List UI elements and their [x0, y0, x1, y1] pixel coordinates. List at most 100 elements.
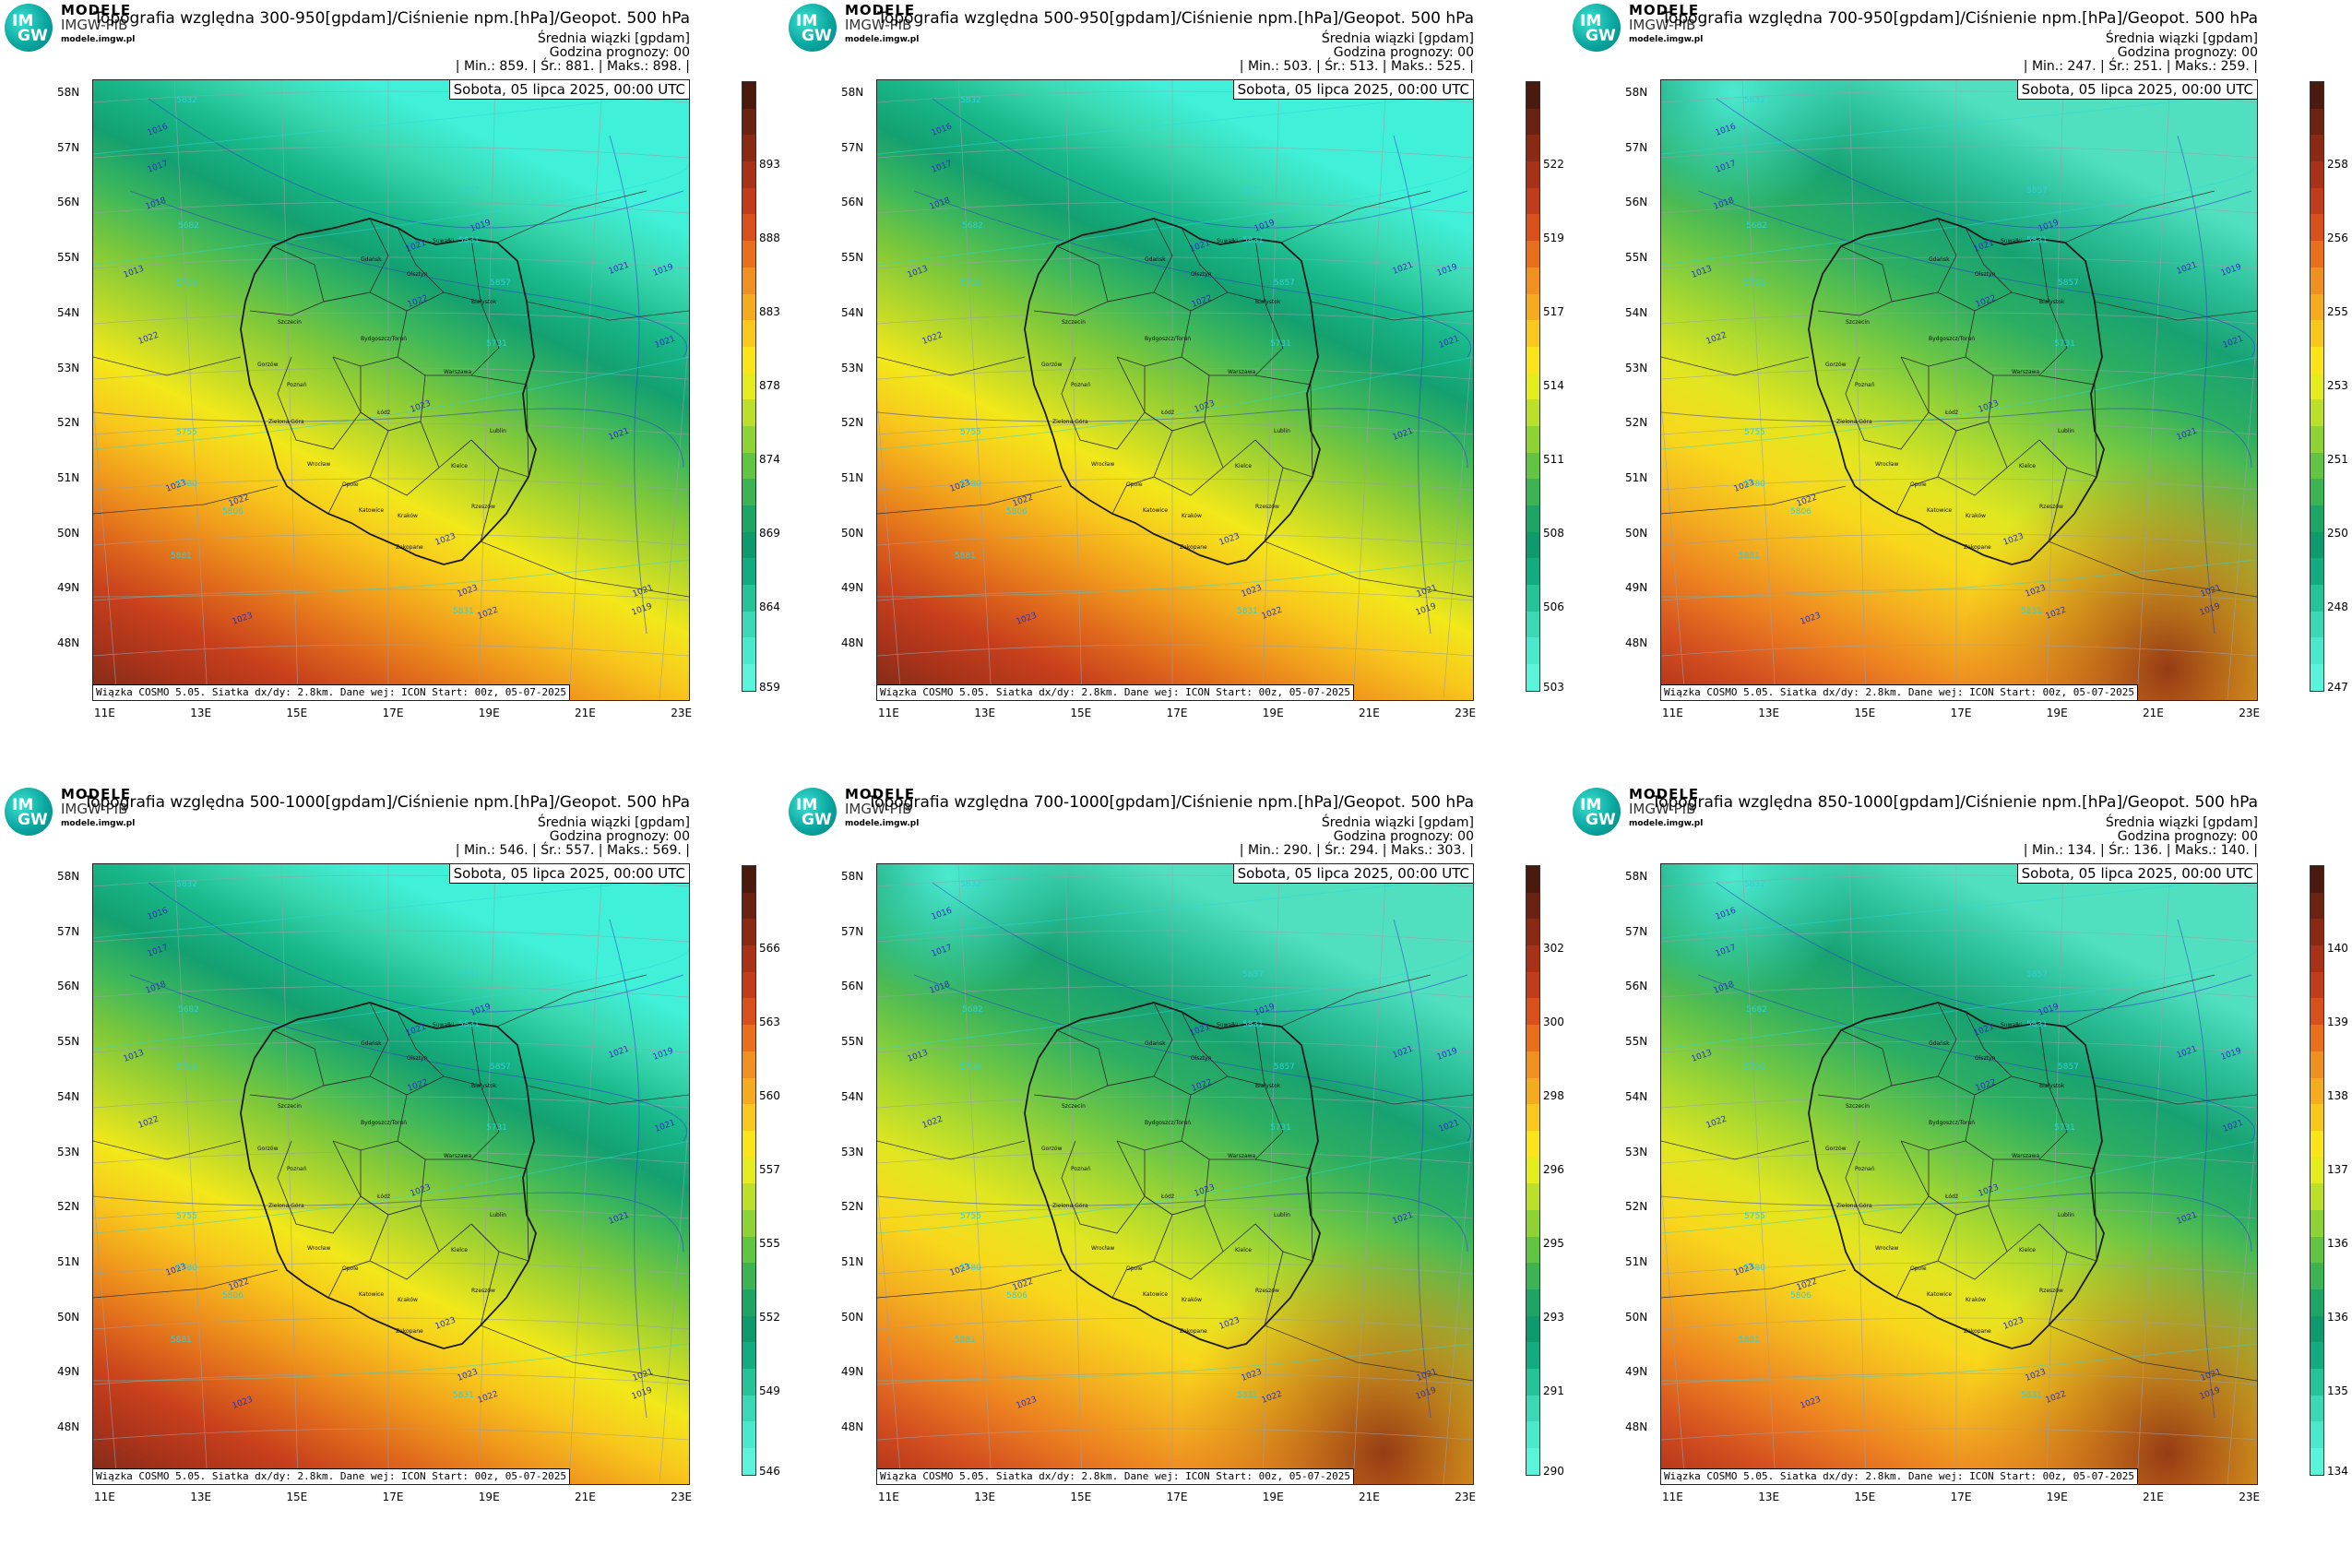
city-label: Kraków	[1966, 1297, 1986, 1303]
colorbar-swatch	[2310, 320, 2323, 347]
longitude-label: 15E	[1854, 707, 1876, 719]
longitude-label: 15E	[1854, 1491, 1876, 1503]
geopotential-label: 5832	[1744, 880, 1765, 889]
longitude-label: 17E	[1950, 707, 1972, 719]
city-label: Zakopane	[396, 544, 423, 551]
geopotential-label: 5857	[1242, 186, 1264, 196]
city-label: Katowice	[1927, 1291, 1952, 1298]
city-label: Olsztyn	[1975, 1055, 1996, 1062]
colorbar-swatch	[1526, 214, 1539, 242]
poland-border	[1808, 1002, 2105, 1349]
colorbar-label: 869	[759, 527, 780, 540]
colorbar-swatch	[2310, 637, 2323, 665]
longitude-label: 11E	[1662, 707, 1683, 719]
longitude-label: 19E	[1262, 707, 1284, 719]
colorbar-swatch	[2310, 866, 2323, 893]
geopotential-label: 5682	[1746, 221, 1767, 231]
colorbar-swatch	[1526, 1130, 1539, 1158]
city-label: Kielce	[1235, 463, 1252, 469]
longitude-label: 21E	[2143, 707, 2164, 719]
colorbar-label: 555	[759, 1237, 780, 1250]
latitude-label: 55N	[1625, 1035, 1648, 1049]
geopotential-label: 5832	[176, 880, 197, 889]
geopotential-label: 5857	[1242, 970, 1264, 980]
model-info: Wiązka COSMO 5.05. Siatka dx/dy: 2.8km. …	[877, 684, 1354, 700]
colorbar-swatch	[742, 945, 755, 972]
geopotential-label: 5831	[453, 1391, 474, 1400]
colorbar-swatch	[2310, 425, 2323, 453]
city-label: Katowice	[359, 1291, 384, 1298]
city-label: Gorzów	[257, 1146, 279, 1152]
panel-title: Topografia względna 850-1000[gpdam]/Ciśn…	[1651, 793, 2258, 812]
city-label: Białystok	[1255, 299, 1281, 305]
colorbar-swatch	[1526, 82, 1539, 109]
colorbar-swatch	[742, 1236, 755, 1264]
colorbar-swatch	[742, 1263, 755, 1289]
city-label: Poznań	[1855, 1166, 1875, 1172]
geopotential-label: 5780	[1744, 1264, 1765, 1273]
longitude-label: 19E	[1262, 1491, 1284, 1503]
longitude-label: 19E	[478, 707, 500, 719]
brand-sub: IMGW-PIB	[845, 17, 912, 33]
colorbar-swatch	[1526, 611, 1539, 638]
colorbar-label: 566	[759, 942, 780, 955]
colorbar-swatch	[2310, 971, 2323, 999]
colorbar-label: 140	[2327, 942, 2348, 955]
colorbar-swatch	[742, 346, 755, 374]
colorbar	[2310, 81, 2324, 692]
colorbar-swatch	[742, 108, 755, 136]
city-label: Warszawa	[444, 369, 472, 375]
latitude-label: 53N	[57, 361, 80, 374]
city-label: Bydgoszcz/Toruń	[1145, 336, 1191, 342]
geopotential-label: 5706	[960, 279, 981, 288]
colorbar-swatch	[1526, 637, 1539, 665]
colorbar-swatch	[2310, 664, 2323, 691]
colorbar-swatch	[742, 1051, 755, 1078]
colorbar-label: 517	[1543, 305, 1564, 318]
forecast-panel: IM GW MODELE IMGW-PIB modele.imgw.pl Topograf…	[0, 0, 784, 784]
geopotential-label: 5731	[1270, 339, 1291, 349]
colorbar-swatch	[1526, 187, 1539, 215]
city-label: Kraków	[1182, 513, 1202, 519]
colorbar-label: 514	[1543, 379, 1564, 392]
latitude-label: 48N	[57, 636, 80, 649]
city-label: Kraków	[398, 1297, 418, 1303]
city-label: Szczecin	[278, 1103, 302, 1110]
colorbar-label: 552	[759, 1311, 780, 1324]
city-label: Gorzów	[1041, 362, 1063, 368]
city-label: Łódź	[1160, 410, 1174, 416]
city-label: Łódź	[1944, 1194, 1958, 1200]
logo-text-top: IM	[796, 796, 818, 814]
colorbar-label: 135	[2327, 1384, 2348, 1397]
colorbar-swatch	[2310, 1289, 2323, 1316]
colorbar-label: 874	[759, 453, 780, 466]
poland-border	[240, 1002, 537, 1349]
colorbar-swatch	[742, 425, 755, 453]
city-label: Szczecin	[1846, 319, 1870, 326]
colorbar-swatch	[1526, 531, 1539, 559]
colorbar-swatch	[1526, 161, 1539, 188]
longitude-label: 19E	[2046, 1491, 2068, 1503]
latitude-label: 48N	[1625, 636, 1648, 649]
colorbar-swatch	[1526, 1104, 1539, 1131]
panel-subtitle: Średnia wiązki [gpdam]	[1321, 815, 1474, 830]
geopotential-label: 5881	[1739, 552, 1760, 561]
forecast-hour: Godzina prognozy: 00	[549, 45, 690, 60]
brand-name: MODELE	[61, 786, 132, 802]
colorbar-swatch	[742, 892, 755, 920]
geopotential-label: 5831	[1242, 236, 1264, 245]
city-label: Opole	[342, 481, 359, 488]
city-label: Zielona Góra	[1836, 1203, 1872, 1209]
colorbar-label: 878	[759, 379, 780, 392]
colorbar-swatch	[742, 241, 755, 267]
city-label: Poznań	[1855, 382, 1875, 388]
city-label: Bydgoszcz/Toruń	[361, 336, 407, 342]
colorbar-swatch	[2310, 505, 2323, 532]
latitude-label: 55N	[57, 1035, 80, 1049]
colorbar-swatch	[2310, 346, 2323, 374]
city-label: Zakopane	[1964, 1328, 1991, 1335]
panel-title: Topografia względna 300-950[gpdam]/Ciśni…	[93, 9, 690, 28]
panel-subtitle: Średnia wiązki [gpdam]	[2105, 815, 2258, 830]
colorbar-swatch	[742, 998, 755, 1026]
city-label: Łódź	[376, 1194, 390, 1200]
